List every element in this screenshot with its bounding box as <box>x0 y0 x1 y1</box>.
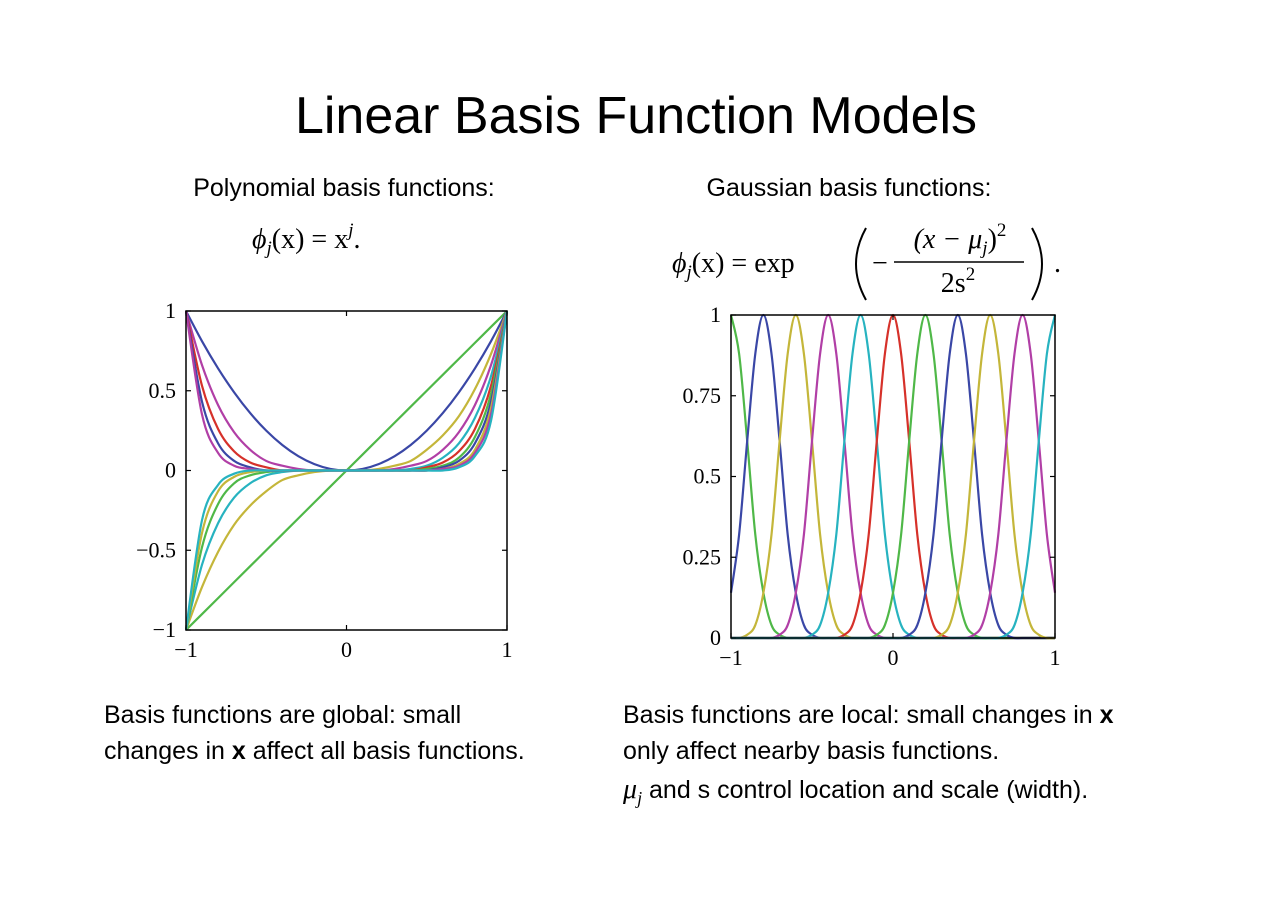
superscript: 2 <box>997 220 1007 241</box>
denominator-text: 2s <box>941 268 966 299</box>
symbol: ϕ <box>672 248 687 279</box>
y-tick-label: 0.25 <box>683 544 722 569</box>
numerator-close: ) <box>988 224 997 255</box>
chart: −1 0 1 −1 −0.5 0 0.5 1 <box>136 298 512 662</box>
left-heading: Polynomial basis functions: <box>193 174 495 202</box>
superscript: j <box>345 220 353 241</box>
caption-math: μ <box>622 774 637 805</box>
paren-left <box>855 227 867 301</box>
caption-text: changes in <box>104 737 232 765</box>
caption-subscript: j <box>635 788 642 808</box>
y-tick-label: 1 <box>710 302 721 327</box>
numerator: (x − μj)2 <box>914 220 1007 259</box>
caption-text: Basis functions are local: small changes… <box>623 701 1100 729</box>
y-tick-label: 0.5 <box>149 378 177 403</box>
symbol: ϕ <box>252 224 267 255</box>
y-tick-label: 0.75 <box>683 383 722 408</box>
x-tick-label: 0 <box>341 637 352 662</box>
right-caption-line: Basis functions are local: small changes… <box>623 701 1114 729</box>
denominator: 2s2 <box>941 264 975 299</box>
polynomial-formula: ϕj(x) = xj. <box>252 220 361 259</box>
x-tick-label: 1 <box>502 637 513 662</box>
x-tick-label: −1 <box>719 645 742 670</box>
x-tick-label: 0 <box>888 645 899 670</box>
right-caption-line: μj and s control location and scale (wid… <box>622 774 1088 808</box>
right-heading: Gaussian basis functions: <box>707 174 992 202</box>
subscript: j <box>684 262 692 283</box>
y-tick-label: 0.5 <box>694 464 722 489</box>
series-line <box>185 310 508 631</box>
left-caption-line: Basis functions are global: small <box>104 701 461 729</box>
superscript: 2 <box>966 264 976 285</box>
numerator-text: (x − μ <box>914 224 983 255</box>
gaussian-formula: ϕj(x) = exp − (x − μj)2 2s2 . <box>672 220 1061 301</box>
x-tick-label: 1 <box>1050 645 1061 670</box>
y-tick-label: 1 <box>165 298 176 323</box>
slide-title: Linear Basis Function Models <box>295 87 977 145</box>
formula-text: (x) = exp <box>692 248 795 279</box>
caption-bold: x <box>232 737 246 765</box>
formula-end: . <box>1054 248 1061 279</box>
right-caption-line: only affect nearby basis functions. <box>623 737 999 765</box>
x-tick-label: −1 <box>174 637 197 662</box>
minus: − <box>872 248 888 279</box>
caption-text: only affect nearby basis functions. <box>623 737 999 765</box>
paren-right <box>1031 227 1043 301</box>
subscript: j <box>979 238 987 259</box>
subscript: j <box>264 238 272 259</box>
y-tick-label: 0 <box>165 458 176 483</box>
caption-text: affect all basis functions. <box>246 737 525 765</box>
formula-text: (x) = x <box>272 224 348 255</box>
caption-text: and s control location and scale (width)… <box>642 776 1088 804</box>
y-tick-label: −0.5 <box>136 537 176 562</box>
y-tick-label: 0 <box>710 625 721 650</box>
left-caption-line: changes in x affect all basis functions. <box>104 737 525 765</box>
formula-end: . <box>354 224 361 255</box>
formula-lhs: ϕj(x) = exp <box>672 248 795 283</box>
caption-bold: x <box>1100 701 1114 729</box>
y-tick-label: −1 <box>153 617 176 642</box>
caption-text: Basis functions are global: small <box>104 701 461 729</box>
chart: −1 0 100.250.50.751 <box>683 302 1061 670</box>
